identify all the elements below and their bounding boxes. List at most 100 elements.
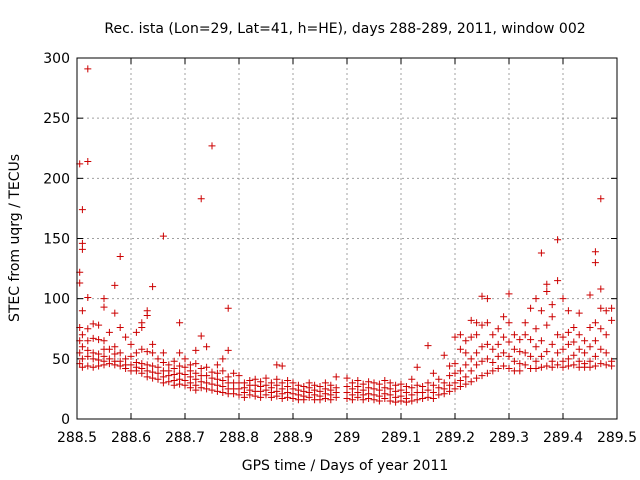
y-tick-label: 0 [61,412,70,428]
data-point [559,295,567,303]
data-point [370,379,378,387]
data-point [84,293,92,301]
data-point [181,381,189,389]
data-point [149,368,157,376]
data-point [327,396,335,404]
data-point [440,379,448,387]
data-point [392,381,400,389]
data-point [273,392,281,400]
data-point [154,355,162,363]
data-point [500,313,508,321]
data-point [505,352,513,360]
data-point [165,372,173,380]
data-point [203,379,211,387]
data-point [548,340,556,348]
data-point [197,364,205,372]
data-point [537,249,545,257]
data-point [89,355,97,363]
data-point [602,307,610,315]
data-point [494,364,502,372]
data-point [257,387,265,395]
data-point [483,355,491,363]
data-point [213,381,221,389]
data-point [419,389,427,397]
data-point [570,324,578,332]
data-point [451,333,459,341]
y-tick-label: 250 [43,111,70,127]
data-point [537,363,545,371]
data-point [246,391,254,399]
data-point [300,396,308,404]
data-point [608,316,616,324]
data-point [548,301,556,309]
data-point [575,309,583,317]
data-point [392,398,400,406]
data-point [494,352,502,360]
data-point [105,328,113,336]
data-point [257,393,265,401]
data-point [219,376,227,384]
data-point [203,363,211,371]
data-point [429,395,437,403]
data-point [176,319,184,327]
data-point [537,307,545,315]
data-point [84,65,92,73]
data-point [359,396,367,404]
x-tick-label: 288.7 [165,430,205,446]
data-point [354,383,362,391]
data-point [602,361,610,369]
data-point [521,349,529,357]
data-point [154,363,162,371]
data-point [370,396,378,404]
data-point [494,325,502,333]
data-point [608,304,616,312]
x-tick-label: 288.5 [57,430,97,446]
data-point [100,337,108,345]
plot-frame [76,57,618,420]
data-point [489,367,497,375]
data-point [527,352,535,360]
data-point [170,357,178,365]
data-point [505,364,513,372]
data-point [78,331,86,339]
data-point [570,351,578,359]
data-point [224,373,232,381]
data-point [262,374,270,382]
data-point [365,378,373,386]
data-point [354,376,362,384]
data-point [467,355,475,363]
data-point [591,337,599,345]
data-point [284,393,292,401]
data-point [532,325,540,333]
data-point [197,384,205,392]
data-point [122,355,130,363]
data-point [532,357,540,365]
data-point [597,325,605,333]
data-point [262,391,270,399]
data-point [397,380,405,388]
data-point [516,367,524,375]
data-point [95,350,103,358]
data-point [564,340,572,348]
data-point [608,362,616,370]
data-point [424,386,432,394]
data-point [429,389,437,397]
data-point [543,362,551,370]
data-point [505,319,513,327]
grid-lines [77,58,617,419]
data-point [564,362,572,370]
data-point [483,295,491,303]
data-point [446,362,454,370]
data-point [532,295,540,303]
data-point [424,393,432,401]
data-point [462,380,470,388]
data-point [170,364,178,372]
y-tick-label: 150 [43,232,70,248]
data-point [138,345,146,353]
data-point [284,376,292,384]
data-point [230,390,238,398]
data-point [451,360,459,368]
data-point [348,396,356,404]
data-point [478,372,486,380]
data-point [489,345,497,353]
